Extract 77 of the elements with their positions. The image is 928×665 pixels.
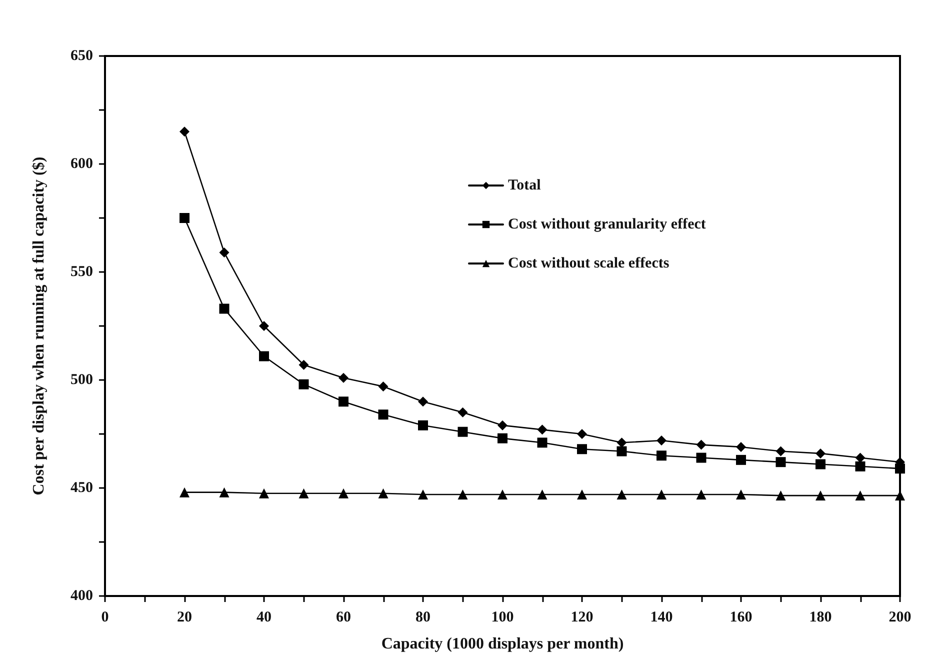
point — [180, 487, 190, 498]
point — [577, 444, 587, 454]
point — [418, 489, 428, 500]
point — [855, 490, 866, 501]
y-axis-title: Cost per display when running at full capacity ($) — [30, 156, 48, 496]
point — [219, 487, 230, 498]
point — [656, 489, 666, 500]
point — [537, 438, 548, 448]
point — [378, 381, 388, 392]
point — [458, 489, 468, 500]
point — [616, 489, 627, 500]
y-tick-label: 550 — [70, 264, 93, 280]
x-tick-label: 60 — [336, 610, 351, 626]
point — [338, 396, 348, 407]
point — [219, 304, 230, 314]
point — [338, 372, 348, 383]
point — [656, 450, 666, 461]
point — [259, 321, 269, 331]
y-tick-label: 600 — [70, 156, 93, 172]
point — [816, 448, 826, 458]
x-tick-label: 20 — [177, 610, 192, 626]
point — [776, 490, 786, 501]
point — [498, 420, 508, 430]
point — [180, 126, 190, 137]
point — [736, 442, 746, 452]
point — [855, 461, 866, 472]
x-tick-label: 200 — [888, 610, 912, 626]
point — [895, 464, 905, 474]
point — [616, 438, 627, 448]
point — [537, 424, 548, 435]
point — [656, 435, 666, 446]
y-tick-label: 400 — [70, 588, 93, 604]
point — [736, 454, 746, 465]
point — [458, 407, 468, 418]
legend-label: Total — [508, 178, 541, 194]
x-tick-label: 180 — [809, 610, 832, 626]
point — [696, 452, 706, 463]
y-tick-label: 500 — [70, 372, 93, 388]
point — [816, 459, 826, 470]
legend-label: Cost without granularity effect — [508, 216, 706, 232]
point — [776, 457, 786, 468]
point — [298, 379, 309, 390]
point — [418, 420, 428, 430]
point — [537, 489, 548, 500]
y-tick-label: 450 — [70, 480, 93, 496]
x-axis-title: Capacity (1000 displays per month) — [381, 636, 624, 652]
point — [378, 410, 388, 420]
point — [696, 489, 706, 500]
point — [219, 248, 230, 258]
point — [259, 488, 269, 498]
legend-label: Cost without scale effects — [508, 256, 670, 272]
point — [458, 426, 468, 437]
point — [577, 429, 587, 439]
point — [498, 489, 508, 500]
x-tick-label: 140 — [650, 610, 673, 626]
point — [418, 396, 428, 407]
point — [298, 360, 309, 370]
point — [776, 446, 786, 456]
point — [378, 488, 388, 498]
point — [577, 489, 587, 500]
point — [259, 351, 269, 362]
point — [696, 440, 706, 450]
x-tick-label: 120 — [570, 610, 594, 626]
point — [736, 489, 746, 500]
y-tick-label: 650 — [70, 48, 93, 64]
x-tick-label: 160 — [730, 610, 752, 626]
point — [616, 446, 627, 456]
x-tick-label: 100 — [491, 610, 514, 626]
x-tick-label: 40 — [256, 610, 272, 626]
x-tick-label: 80 — [416, 610, 430, 626]
point — [816, 490, 826, 501]
x-tick-label: 0 — [101, 610, 109, 626]
point — [498, 433, 508, 444]
point — [855, 452, 866, 463]
point — [298, 488, 309, 498]
point — [338, 488, 348, 498]
point — [180, 213, 190, 223]
